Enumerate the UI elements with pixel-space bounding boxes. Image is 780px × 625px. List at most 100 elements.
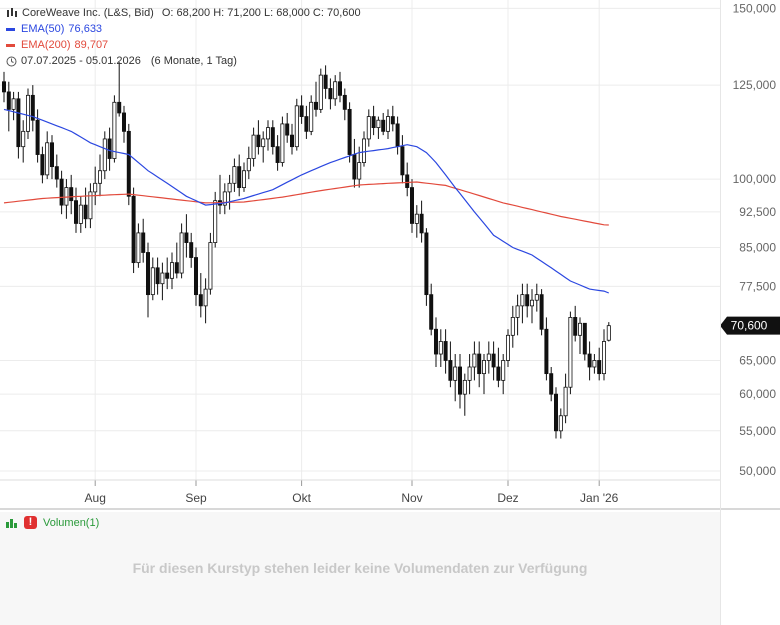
candle: [429, 283, 434, 336]
candle-body: [491, 353, 496, 368]
price-chart[interactable]: 50,000 55,000 60,000 65,000 77,500 85,000 92,5…: [0, 0, 780, 512]
candle: [505, 329, 510, 367]
legend-range-row[interactable]: 07.07.2025 - 05.01.2026 (6 Monate, 1 Tag…: [6, 53, 361, 69]
candle: [491, 341, 496, 381]
candle-body: [174, 262, 179, 274]
candle: [141, 218, 146, 263]
candle: [30, 85, 35, 132]
candle-body: [371, 116, 376, 129]
candle-body: [573, 317, 578, 336]
candle: [74, 187, 79, 233]
date-range: 07.07.2025 - 05.01.2026: [21, 55, 141, 67]
candle-body: [289, 134, 294, 148]
candle: [578, 317, 583, 355]
candle-body: [112, 101, 117, 159]
ema200-value: 89,707: [74, 39, 109, 51]
candle: [347, 102, 352, 163]
candle-body: [285, 123, 290, 136]
candle-body: [477, 353, 482, 375]
candle-body: [107, 138, 112, 159]
candle-body: [30, 94, 35, 121]
candle: [227, 174, 232, 210]
candle-body: [208, 242, 213, 290]
candle: [313, 81, 318, 117]
candle: [400, 135, 405, 184]
candle-body: [366, 116, 371, 140]
candle: [189, 232, 194, 268]
candle-body: [544, 328, 549, 375]
candle-body: [270, 127, 275, 148]
candle-body: [304, 116, 309, 132]
candle: [237, 154, 242, 197]
candle-body: [549, 373, 554, 395]
candle: [333, 75, 338, 106]
candle: [289, 123, 294, 155]
candle: [203, 278, 208, 324]
candle: [352, 138, 357, 188]
candle: [21, 120, 26, 163]
candle-body: [184, 232, 189, 243]
candle: [549, 366, 554, 402]
candle: [102, 131, 107, 180]
candle-body: [539, 294, 544, 330]
candle: [554, 387, 559, 439]
candle: [222, 183, 227, 215]
x-tick-label: Sep: [185, 491, 207, 505]
candle-body: [98, 170, 103, 184]
volume-legend[interactable]: ! Volumen(1): [6, 516, 99, 529]
candle-body: [35, 119, 40, 155]
candle: [573, 305, 578, 342]
candle-body: [501, 360, 506, 381]
candle: [131, 187, 136, 274]
candle: [184, 214, 189, 258]
candle-body: [16, 98, 21, 148]
candle-body: [602, 341, 607, 375]
candle-body: [294, 105, 299, 148]
candle: [472, 341, 477, 381]
candle-type-icon[interactable]: [6, 8, 18, 18]
candle-body: [419, 213, 424, 234]
y-tick-label: 55,000: [739, 424, 776, 438]
candle-body: [592, 360, 597, 368]
candle-body: [136, 232, 141, 264]
candle: [390, 105, 395, 132]
candle-body: [376, 119, 381, 129]
candle-body: [481, 360, 486, 375]
candle: [457, 354, 462, 409]
ema50-swatch: [6, 27, 15, 31]
candle: [361, 131, 366, 167]
candle: [602, 329, 607, 381]
candle-body: [395, 123, 400, 148]
candle: [275, 135, 280, 171]
candle: [323, 65, 328, 99]
candle: [6, 81, 11, 132]
y-tick-label: 92,500: [739, 205, 776, 219]
x-tick-label: Aug: [85, 491, 106, 505]
legend-ema200-row[interactable]: EMA(200) 89,707: [6, 37, 361, 53]
candle: [78, 196, 83, 233]
candle-body: [606, 325, 611, 341]
candle-body: [198, 294, 203, 307]
candle-body: [155, 267, 160, 285]
candle: [25, 88, 30, 139]
candle: [366, 109, 371, 147]
candle-body: [241, 170, 246, 188]
candle: [122, 105, 127, 143]
candle: [501, 354, 506, 395]
candle-body: [93, 182, 98, 193]
legend-ema50-row[interactable]: EMA(50) 76,633: [6, 21, 361, 37]
candle: [515, 294, 520, 336]
candle: [419, 200, 424, 243]
candle-body: [361, 138, 366, 163]
y-axis: 50,000 55,000 60,000 65,000 77,500 85,000 92,5…: [720, 1, 780, 478]
instrument-title: CoreWeave Inc. (L&S, Bid): [22, 7, 154, 19]
candle: [558, 408, 563, 439]
candle: [64, 179, 69, 219]
candle-body: [357, 162, 362, 180]
candle-body: [232, 166, 237, 184]
candle-body: [597, 360, 602, 375]
ema200-label: EMA(200): [21, 39, 71, 51]
last-price-label: 70,600: [731, 319, 768, 333]
candle-body: [83, 204, 88, 220]
candle: [606, 322, 611, 342]
